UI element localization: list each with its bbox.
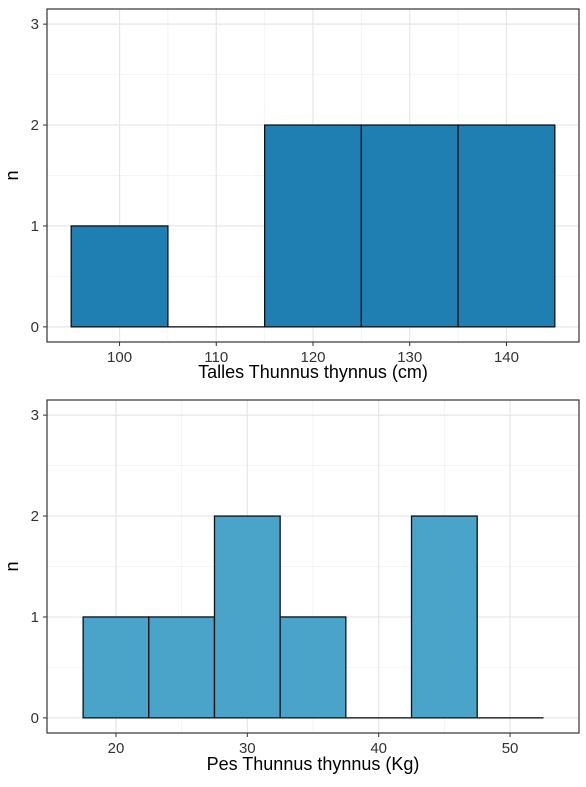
histogram-bar [279, 616, 347, 719]
y-tick-label: 3 [31, 16, 39, 33]
x-tick-label: 140 [494, 349, 519, 366]
x-tick-label: 120 [300, 349, 325, 366]
y-tick-label: 2 [31, 508, 39, 525]
panel-border [46, 399, 580, 734]
histogram-bar [360, 124, 459, 328]
histogram-bar [213, 515, 281, 719]
x-tick-label: 50 [502, 740, 519, 757]
y-tick-label: 0 [31, 319, 39, 336]
y-axis-title: n [2, 561, 22, 571]
x-tick-label: 110 [204, 349, 228, 366]
histogram-pes: 20 30 40 50 0 1 2 3 Pes Thunnus thynnus (Kg) n [2, 399, 580, 774]
y-tick-label: 0 [31, 710, 39, 727]
x-tick-label: 130 [397, 349, 422, 366]
y-tick-label: 3 [31, 407, 39, 424]
x-axis-title: Pes Thunnus thynnus (Kg) [207, 754, 420, 774]
x-tick-label: 30 [239, 740, 256, 757]
y-axis-title: n [2, 170, 22, 180]
histogram-bar [82, 616, 150, 719]
x-tick-label: 20 [108, 740, 125, 757]
x-axis-title: Talles Thunnus thynnus (cm) [198, 362, 428, 382]
y-tick-label: 1 [31, 609, 39, 626]
y-tick-label: 1 [31, 218, 39, 235]
histogram-bar [70, 225, 169, 328]
histogram-bar [457, 124, 556, 328]
x-tick-label: 40 [370, 740, 387, 757]
histogram-bar [263, 124, 363, 328]
histogram-bar [148, 616, 216, 719]
histogram-bar [410, 515, 478, 719]
y-tick-label: 2 [31, 117, 39, 134]
histogram-talles: 100 110 120 130 140 0 1 2 3 Talles Thunnus thynnu… [2, 8, 580, 382]
x-tick-label: 100 [107, 349, 132, 366]
